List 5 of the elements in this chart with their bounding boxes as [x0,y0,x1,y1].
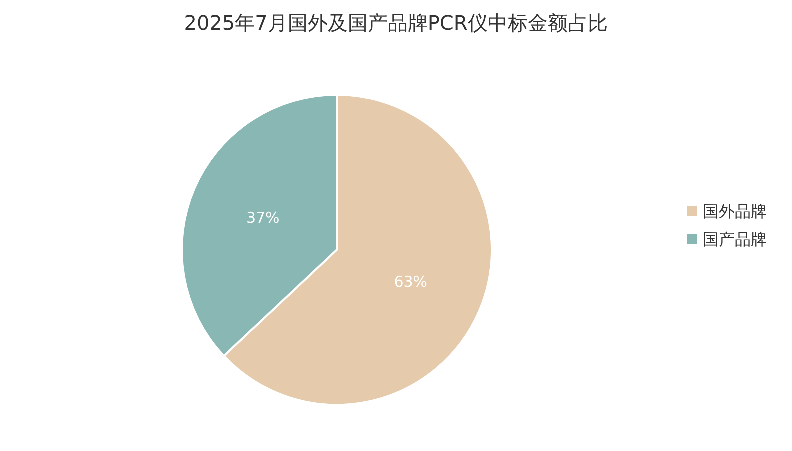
legend-label: 国外品牌 [703,202,767,221]
data-label: 37% [246,209,280,228]
chart-title: 2025年7月国外及国产品牌PCR仪中标金额占比 [184,11,608,35]
data-label: 63% [394,272,428,291]
legend-label: 国产品牌 [703,230,767,249]
